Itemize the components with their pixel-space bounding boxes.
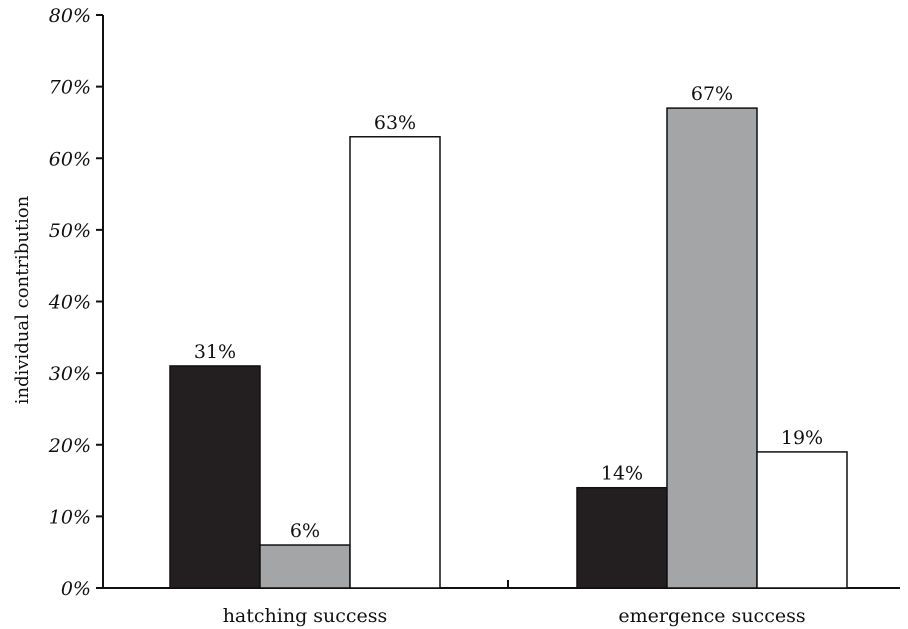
bar-emergence-series-3 xyxy=(756,451,848,589)
category-label: hatching success xyxy=(223,605,388,627)
y-ticks: 0% 10% 20% 30% 40% 50% 60% 70% 80% xyxy=(48,5,103,600)
data-label: 67% xyxy=(691,83,733,105)
data-label: 14% xyxy=(601,463,643,485)
bar-hatching-series-3 xyxy=(349,136,441,589)
data-label: 6% xyxy=(290,520,320,542)
y-tick-label: 70% xyxy=(49,77,91,99)
y-tick-label: 20% xyxy=(48,435,91,457)
y-tick-label: 10% xyxy=(49,506,91,528)
bar-emergence-series-1 xyxy=(576,486,668,589)
y-tick-label: 80% xyxy=(49,5,91,27)
category-labels: hatching success emergence success xyxy=(223,605,806,627)
y-axis: 0% 10% 20% 30% 40% 50% 60% 70% 80% xyxy=(48,5,104,600)
category-label: emergence success xyxy=(618,605,805,627)
bar-hatching-series-2 xyxy=(259,544,351,589)
y-tick-label: 50% xyxy=(49,220,91,242)
data-label: 19% xyxy=(781,427,823,449)
data-labels: 31% 6% 63% 14% 67% 19% xyxy=(194,83,823,542)
bars xyxy=(169,107,848,589)
bar-hatching-series-1 xyxy=(169,365,261,589)
y-axis-title: individual contribution xyxy=(12,195,33,404)
data-label: 63% xyxy=(374,112,416,134)
y-tick-label: 60% xyxy=(49,148,91,170)
y-tick-label: 0% xyxy=(61,578,91,600)
bar-emergence-series-2 xyxy=(666,107,758,589)
y-tick-label: 40% xyxy=(48,292,91,314)
y-tick-label: 30% xyxy=(49,363,91,385)
data-label: 31% xyxy=(194,341,236,363)
